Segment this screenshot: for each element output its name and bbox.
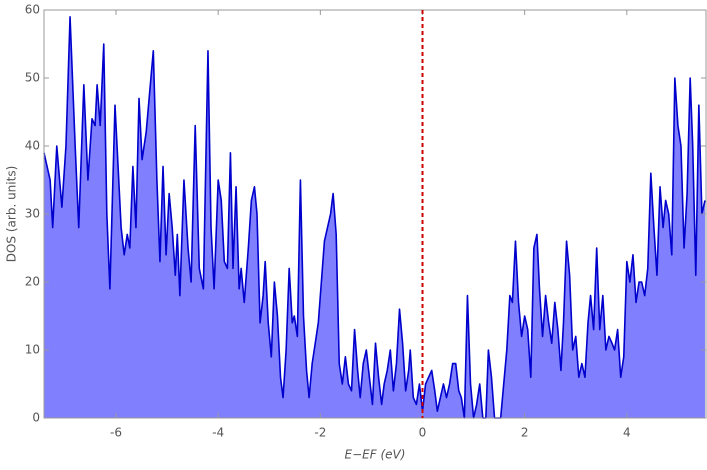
y-tick-label: 60 [25,3,40,17]
y-tick-label: 50 [25,71,40,85]
x-tick-label: 0 [419,426,427,440]
x-tick-label: 4 [623,426,631,440]
x-tick-label: -6 [110,426,122,440]
y-tick-label: 10 [25,343,40,357]
x-tick-label: 2 [521,426,529,440]
y-tick-label: 0 [32,411,40,425]
y-tick-label: 30 [25,207,40,221]
y-tick-label: 20 [25,275,40,289]
area-line [43,16,706,419]
x-tick-label: -2 [314,426,326,440]
x-tick-label: -4 [212,426,224,440]
area-fill [44,16,705,419]
y-tick-label: 40 [25,139,40,153]
x-axis-label: E−EF (eV) [345,448,406,462]
y-axis-label: DOS (arb. units) [5,166,19,263]
